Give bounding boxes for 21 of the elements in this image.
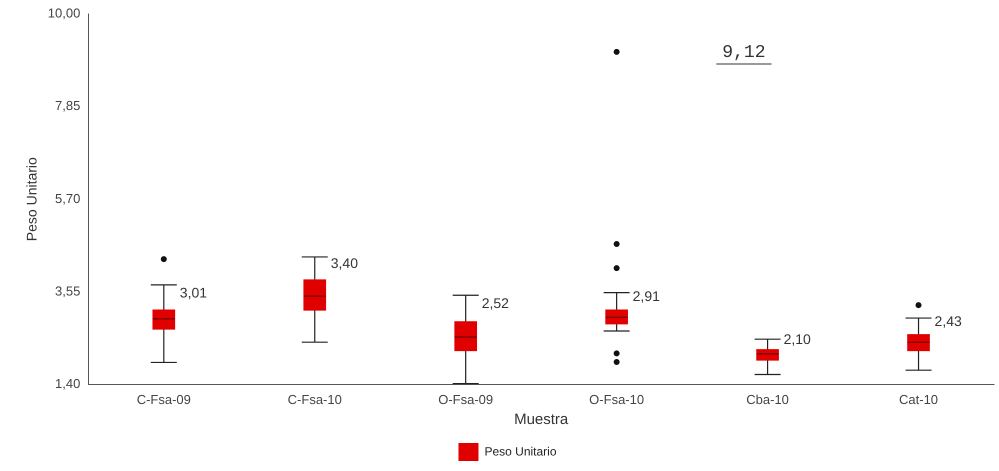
x-tick-label: C-Fsa-09: [136, 392, 191, 407]
annotation: 2,10: [784, 331, 812, 348]
x-tick-label: C-Fsa-10: [288, 392, 342, 407]
annotation: 9,12: [722, 42, 766, 63]
y-tick-label: 1,40: [55, 376, 80, 391]
y-tick-label: 5,70: [55, 190, 80, 206]
x-tick-label: O-Fsa-10: [589, 392, 644, 407]
y-axis-title: Peso Unitario: [23, 156, 40, 242]
annotation: 2,91: [632, 288, 660, 304]
y-tick-label: 7,85: [55, 98, 80, 114]
annotation: 2,43: [934, 313, 962, 330]
y-tick-label: 10,00: [48, 6, 80, 21]
x-tick-label: O-Fsa-09: [438, 392, 494, 407]
y-tick-label: 3,55: [55, 283, 80, 298]
x-axis-title: Muestra: [514, 411, 569, 428]
x-tick-label: Cba-10: [746, 392, 789, 407]
annotation: 3,40: [330, 255, 358, 272]
annotation: 2,52: [482, 295, 510, 312]
x-tick-label: Cat-10: [899, 392, 938, 407]
legend-label: Peso Unitario: [484, 444, 557, 458]
annotation: 3,01: [180, 284, 208, 300]
